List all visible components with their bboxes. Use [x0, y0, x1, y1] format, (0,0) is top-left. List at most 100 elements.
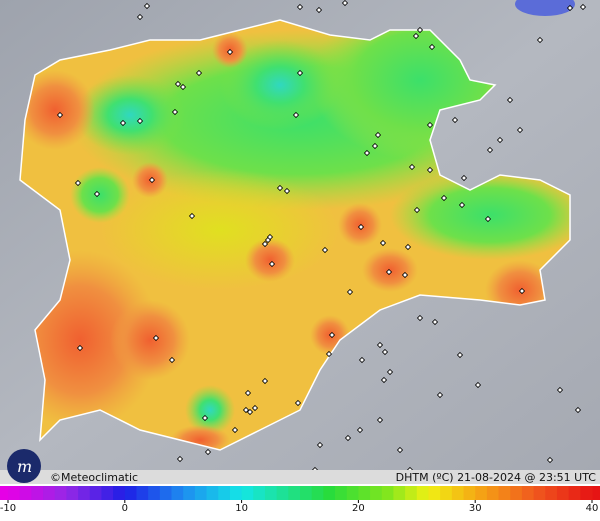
- scale-cell: [405, 486, 418, 500]
- scale-cell: [54, 486, 67, 500]
- scale-cell: [300, 486, 313, 500]
- scale-cell: [475, 486, 488, 500]
- station: [148, 176, 156, 184]
- station: [242, 406, 250, 414]
- scale-cell: [486, 486, 500, 500]
- station: [440, 194, 448, 202]
- scale-cell: [498, 486, 511, 500]
- scale-cell: [545, 486, 558, 500]
- scale-cell: [43, 486, 56, 500]
- scale-cell: [416, 486, 429, 500]
- station: [244, 389, 252, 397]
- station: [408, 163, 416, 171]
- scale-cell: [556, 486, 570, 500]
- scale-cell: [276, 486, 289, 500]
- station: [171, 108, 179, 116]
- station: [404, 243, 412, 251]
- station: [226, 48, 234, 56]
- station: [246, 408, 254, 416]
- station: [579, 3, 587, 11]
- station: [363, 149, 371, 157]
- scale-cell: [323, 486, 336, 500]
- station: [195, 69, 203, 77]
- station: [346, 288, 354, 296]
- station: [231, 426, 239, 434]
- scale-cell: [568, 486, 581, 500]
- scale-cell: [8, 486, 21, 500]
- station: [536, 36, 544, 44]
- station: [451, 116, 459, 124]
- station: [292, 111, 300, 119]
- station: [376, 341, 384, 349]
- station: [386, 368, 394, 376]
- station: [268, 260, 276, 268]
- station: [188, 212, 196, 220]
- station: [518, 287, 526, 295]
- station: [456, 351, 464, 359]
- scale-cell: [428, 486, 441, 500]
- station: [556, 386, 564, 394]
- station: [426, 121, 434, 129]
- station: [356, 426, 364, 434]
- stations: [56, 0, 587, 474]
- station: [296, 69, 304, 77]
- scale-cell: [440, 486, 453, 500]
- station: [204, 448, 212, 456]
- station: [344, 434, 352, 442]
- scale-cell: [451, 486, 465, 500]
- scale-cell: [148, 486, 161, 500]
- station: [325, 350, 333, 358]
- scale-cell: [264, 486, 278, 500]
- station: [341, 0, 349, 7]
- station: [574, 406, 582, 414]
- scale-cell: [19, 486, 32, 500]
- station: [261, 377, 269, 385]
- scale-cell: [31, 486, 44, 500]
- scale-cell: [253, 486, 266, 500]
- station: [328, 331, 336, 339]
- scale-cell: [288, 486, 301, 500]
- scale-cell: [346, 486, 359, 500]
- scale-cell: [113, 486, 126, 500]
- station: [516, 126, 524, 134]
- scale-cell: [358, 486, 371, 500]
- station: [143, 2, 151, 10]
- scale-cell: [381, 486, 394, 500]
- station: [76, 344, 84, 352]
- scale-cell: [171, 486, 184, 500]
- station: [566, 4, 574, 12]
- scale-cell: [101, 486, 114, 500]
- scale-cell: [89, 486, 102, 500]
- station: [379, 239, 387, 247]
- scale-cell: [580, 486, 593, 500]
- station: [396, 446, 404, 454]
- station: [276, 184, 284, 192]
- station: [174, 80, 182, 88]
- station: [380, 376, 388, 384]
- station: [357, 223, 365, 231]
- station: [546, 456, 554, 464]
- credit: ©Meteoclimatic: [50, 471, 138, 484]
- scale-cell: [335, 486, 348, 500]
- station: [436, 391, 444, 399]
- scale-cell: [463, 486, 476, 500]
- station: [428, 43, 436, 51]
- scale-cell: [159, 486, 173, 500]
- scale-cell: [393, 486, 406, 500]
- station: [93, 190, 101, 198]
- scale-edge: [592, 486, 600, 500]
- station: [201, 414, 209, 422]
- station: [416, 314, 424, 322]
- scale-cell: [218, 486, 231, 500]
- station: [496, 136, 504, 144]
- scale-cell: [510, 486, 523, 500]
- station: [179, 83, 187, 91]
- scale-tick-label: -10: [0, 503, 16, 514]
- station: [315, 6, 323, 14]
- sea: [515, 0, 575, 16]
- scale-cell: [183, 486, 196, 500]
- scale-tick-label: 10: [235, 503, 248, 514]
- scale-cell: [241, 486, 254, 500]
